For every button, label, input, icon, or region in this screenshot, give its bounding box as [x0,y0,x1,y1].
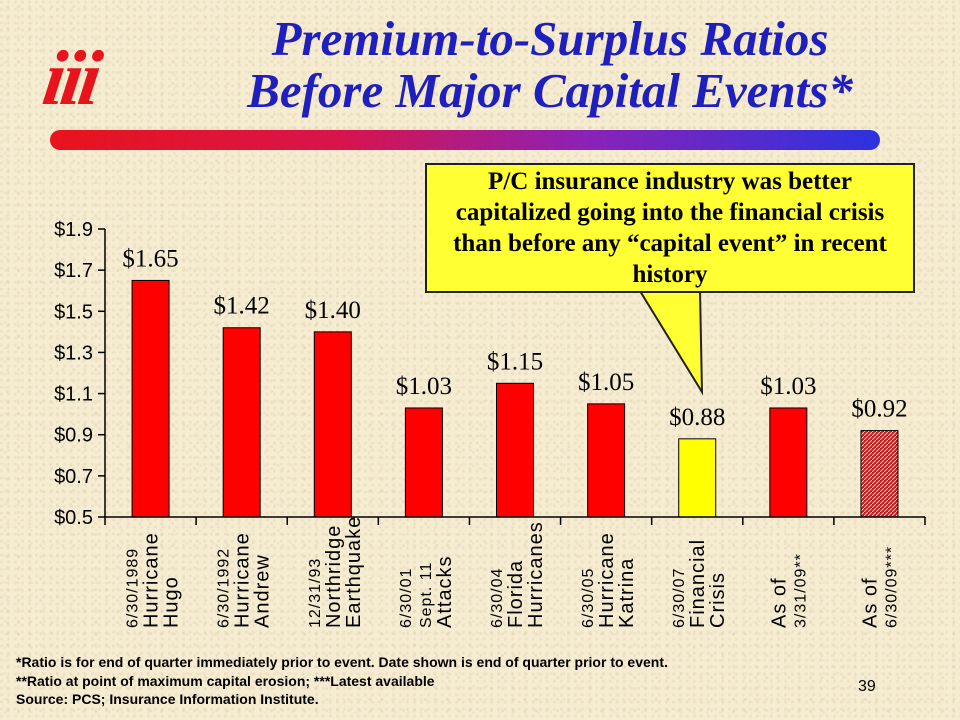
footnote-2: **Ratio at point of maximum capital eros… [16,672,435,689]
x-category-label: Hugo [161,576,183,628]
bar [587,403,626,518]
x-category-label: 12/31/93 [307,558,324,628]
x-category-label: Crisis [707,572,729,628]
footnotes: *Ratio is for end of quarter immediately… [16,653,668,709]
bar-data-label: $1.03 [396,373,452,400]
x-category-label: Florida [505,560,527,628]
x-category-label: 6/30/05 [580,568,597,628]
x-category-label: Katrina [616,558,638,628]
x-category-label: As of [768,577,790,628]
page-title-line-1: Premium-to-Surplus Ratios [271,11,829,66]
bar-data-label: $1.40 [305,297,361,324]
bar [404,407,443,518]
x-category-label: 6/30/09*** [883,546,900,628]
bar [678,438,717,518]
x-category-label: Earthquake [343,516,365,628]
bar-data-label: $0.88 [669,404,725,431]
y-tick-label: $1.9 [54,219,93,241]
bar [131,279,170,518]
y-tick-label: $0.7 [54,466,93,488]
y-tick-label: $1.1 [54,384,93,406]
y-tick-label: $1.3 [54,342,93,364]
y-tick-label: $1.7 [54,260,93,282]
page-number: 39 [858,678,876,695]
x-category-label: Hurricane [232,532,254,628]
x-category-label: Hurricane [596,532,618,628]
y-axis: $0.5 $0.7 $0.9 $1.1 $1.3 $1.5 $1.7 $1.9 [54,219,106,529]
bar-data-label: $1.42 [214,293,270,320]
x-category-label: 6/30/07 [671,568,688,628]
x-category-label: Attacks [434,555,456,628]
bar-series: $1.65 $1.42 $1.40 $1.03 $1.15 $1.05 $0.88 $1.03… [122,245,908,518]
bar-data-label: $1.05 [578,369,634,396]
bar [313,331,352,518]
y-tick-label: $0.9 [54,425,93,447]
x-category-label: Hurricanes [525,521,547,628]
x-category-label: 6/30/1992 [216,548,233,628]
x-category-label: Northridge [323,525,345,628]
callout-box: P/C insurance industry was better capita… [425,163,915,293]
x-category-label: Hurricane [141,532,163,628]
bar [496,382,534,518]
source-note: Source: PCS; Insurance Information Insti… [16,691,319,707]
x-category-label: 6/30/04 [489,568,506,628]
bar-data-label: $1.15 [487,348,543,375]
x-category-label: As of [859,577,881,628]
bar-data-label: $0.92 [851,396,907,423]
x-category-label: Financial [687,539,709,628]
x-category-label: Andrew [252,554,274,628]
bar [222,327,261,518]
x-category-label: Sept. 11 [418,562,435,628]
callout-text: P/C insurance industry was better capita… [453,168,887,288]
footnote-1: *Ratio is for end of quarter immediately… [16,654,668,670]
bar [860,430,899,518]
y-tick-label: $0.5 [54,507,93,529]
x-category-label: 6/30/01 [398,568,415,628]
x-category-label: 6/30/1989 [125,548,142,628]
x-category-label: 3/31/09** [792,553,809,628]
title-underline-bar [50,130,880,150]
y-tick-label: $1.5 [54,301,93,323]
bar [769,407,808,518]
bar-data-label: $1.03 [760,373,816,400]
page-title-line-2: Before Major Capital Events* [247,63,853,118]
bar-data-label: $1.65 [122,245,178,272]
